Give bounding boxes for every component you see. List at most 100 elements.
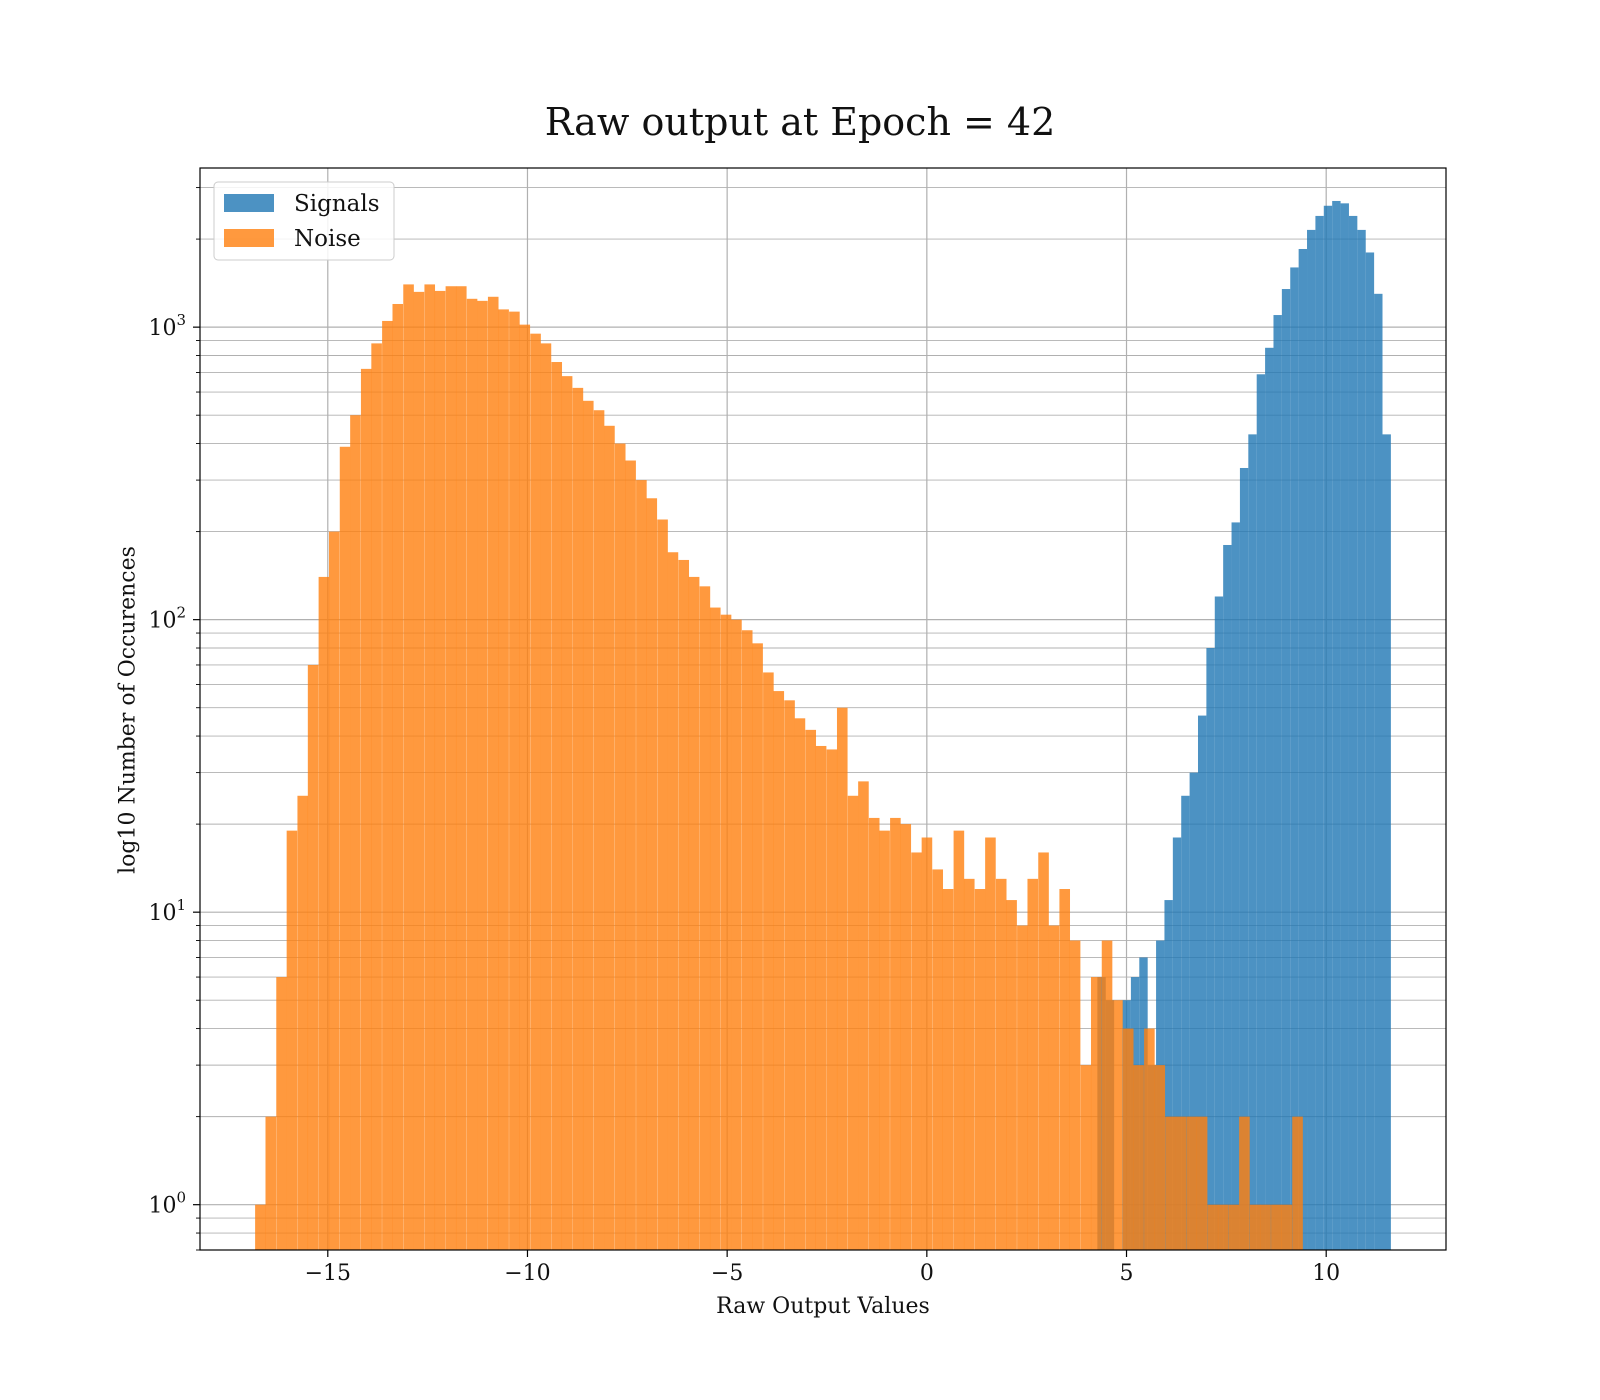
noise-bar <box>455 286 467 1251</box>
noise-bar <box>1228 1204 1240 1250</box>
noise-bar <box>434 290 446 1250</box>
noise-bar <box>466 298 478 1250</box>
x-tick-label: −5 <box>711 1261 743 1286</box>
noise-bar <box>678 559 690 1250</box>
signal-bar <box>1097 977 1106 1250</box>
plot-frame <box>199 167 1447 1251</box>
noise-bar <box>763 672 774 1250</box>
signal-bar <box>1172 837 1182 1250</box>
signal-bar <box>1315 215 1324 1250</box>
signal-bar <box>1365 252 1375 1251</box>
noise-bar <box>360 368 372 1251</box>
noise-bar <box>392 303 404 1250</box>
noise-bar <box>1017 925 1028 1250</box>
noise-bar <box>255 1204 266 1250</box>
noise-bar <box>509 311 520 1250</box>
y-tick-label: 101 <box>148 896 186 926</box>
legend-swatch-noise <box>224 229 274 247</box>
noise-bar <box>1080 1065 1092 1250</box>
x-tick-label: −10 <box>504 1261 550 1286</box>
noise-bar <box>1249 1204 1261 1250</box>
noise-bar <box>985 837 996 1250</box>
noise-bar <box>921 837 933 1250</box>
noise-bar <box>1090 977 1102 1250</box>
signal-bar <box>1248 434 1257 1250</box>
noise-bar <box>826 749 838 1250</box>
noise-bar <box>328 531 340 1250</box>
chart-title: Raw output at Epoch = 42 <box>544 100 1056 144</box>
signal-bar <box>1290 267 1299 1250</box>
noise-bar <box>1059 889 1071 1250</box>
x-tick-label: 10 <box>1312 1261 1340 1286</box>
y-tick-label: 103 <box>148 311 186 341</box>
noise-bar <box>614 443 626 1250</box>
noise-bar <box>752 643 763 1250</box>
noise-bar <box>1217 1204 1229 1250</box>
y-tick-label: 102 <box>148 604 186 634</box>
noise-bar <box>1069 940 1081 1250</box>
noise-bar <box>868 817 880 1250</box>
signal-bar <box>1223 544 1232 1250</box>
noise-bar <box>1271 1204 1282 1250</box>
y-tick-label: 100 <box>148 1189 186 1219</box>
histogram-bars <box>255 200 1391 1251</box>
signal-bar <box>1265 347 1274 1250</box>
noise-bar <box>593 410 605 1250</box>
noise-bar <box>1207 1204 1219 1250</box>
noise-bar <box>667 552 679 1250</box>
signal-bar <box>1307 229 1316 1250</box>
noise-bar <box>911 852 922 1250</box>
signal-bar <box>1181 795 1190 1250</box>
noise-bar <box>350 415 361 1250</box>
noise-bar <box>932 869 944 1250</box>
noise-bar <box>339 446 351 1250</box>
noise-bar <box>1006 900 1017 1250</box>
signal-bar <box>1164 900 1173 1250</box>
signal-bar <box>1357 229 1366 1250</box>
noise-bar <box>540 343 552 1250</box>
noise-bar <box>995 878 1007 1250</box>
noise-bar <box>974 889 986 1250</box>
noise-bar <box>307 664 319 1250</box>
signal-bar <box>1382 434 1391 1250</box>
noise-bar <box>276 977 287 1250</box>
signal-bar <box>1239 467 1249 1251</box>
signal-bar <box>1281 289 1291 1250</box>
noise-bar <box>731 619 742 1250</box>
signal-bar <box>1189 772 1198 1250</box>
noise-bar <box>900 824 912 1250</box>
noise-bar <box>1292 1116 1303 1250</box>
noise-bar <box>794 718 806 1250</box>
signal-bar <box>1197 715 1207 1250</box>
noise-bar <box>709 607 721 1250</box>
noise-bar <box>297 795 309 1250</box>
noise-bar <box>445 286 457 1251</box>
noise-bar <box>286 830 298 1250</box>
noise-bar <box>890 817 901 1250</box>
noise-bar <box>498 309 509 1251</box>
noise-bar <box>1281 1204 1293 1250</box>
noise-bar <box>1101 940 1113 1250</box>
noise-bar <box>805 729 817 1250</box>
noise-bar <box>403 284 414 1250</box>
noise-bar <box>815 745 827 1250</box>
noise-bar <box>1165 1116 1176 1250</box>
noise-bar <box>572 387 584 1251</box>
signal-bar <box>1340 203 1349 1250</box>
legend-label-signals: Signals <box>294 191 380 217</box>
noise-bar <box>561 376 573 1251</box>
noise-bar <box>1239 1116 1250 1250</box>
signal-bar <box>1323 205 1333 1251</box>
signal-bar <box>1332 200 1341 1251</box>
noise-bar <box>699 586 711 1250</box>
noise-bar <box>318 576 330 1250</box>
legend-swatch-signals <box>224 194 274 212</box>
noise-bar <box>879 830 890 1250</box>
noise-bar <box>413 291 425 1250</box>
noise-bar <box>1144 1028 1155 1250</box>
noise-bar <box>1038 852 1049 1250</box>
noise-bar <box>1048 925 1060 1250</box>
x-tick-label: −15 <box>305 1261 351 1286</box>
noise-bar <box>382 320 393 1250</box>
